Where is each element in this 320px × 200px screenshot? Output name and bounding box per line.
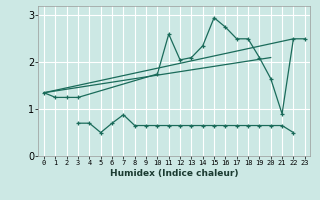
X-axis label: Humidex (Indice chaleur): Humidex (Indice chaleur) bbox=[110, 169, 239, 178]
